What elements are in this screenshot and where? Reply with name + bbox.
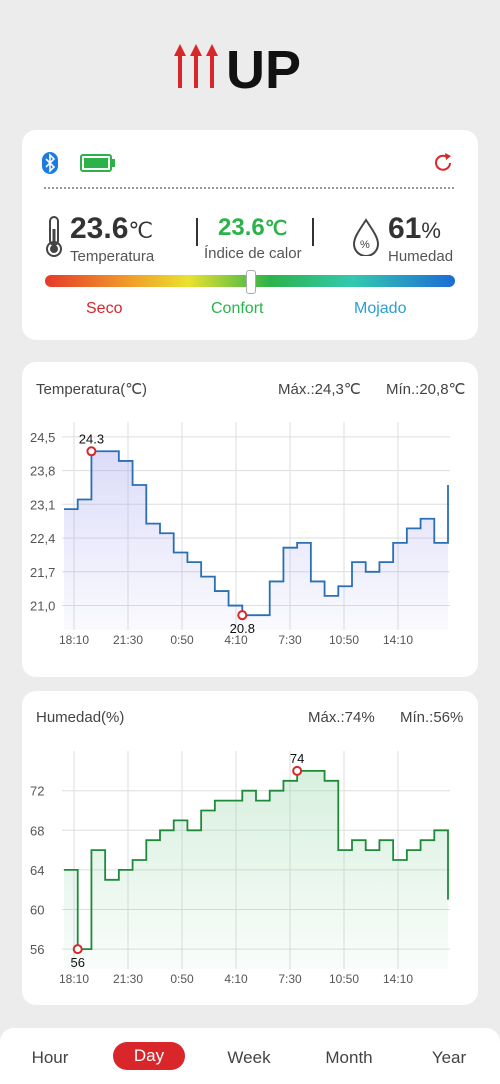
x-tick-label: 0:50 (170, 972, 194, 986)
chart-max: Máx.:74% (308, 709, 375, 726)
temperature-label: Temperatura (70, 248, 155, 265)
x-tick-label: 18:10 (59, 633, 89, 647)
y-tick-label: 24,5 (30, 430, 55, 445)
max-label: 24.3 (79, 431, 104, 446)
temperature-chart-card: Temperatura(℃) Máx.:24,3℃ Mín.:20,8℃ 24,… (22, 362, 478, 677)
x-tick-label: 0:50 (170, 633, 194, 647)
tab-month[interactable]: Month (325, 1048, 373, 1067)
max-point (86, 446, 97, 457)
humidity-chart-card: Humedad(%) Máx.:74% Mín.:56% 72 68 64 60 56 1… (22, 691, 478, 1005)
temperature-chart: 24,5 23,8 23,1 22,4 21,7 21,0 18:10 21:30 0:50 4:… (30, 422, 450, 647)
x-tick-label: 10:50 (329, 633, 359, 647)
max-point (292, 765, 303, 776)
x-tick-label: 21:30 (113, 633, 143, 647)
tab-year[interactable]: Year (431, 1048, 467, 1067)
min-point (72, 944, 83, 955)
period-tabs: Hour Day Week Month Year (0, 1028, 500, 1084)
x-tick-label: 14:10 (383, 633, 413, 647)
thermometer-icon (46, 216, 62, 257)
min-point (237, 610, 248, 621)
chart-max: Máx.:24,3℃ (278, 381, 361, 398)
heat-index-label: Índice de calor (204, 245, 302, 262)
heat-index-value: 23.6℃ (218, 214, 288, 241)
x-tick-label: 18:10 (59, 972, 89, 986)
humidity-label: Humedad (388, 248, 454, 265)
min-label: 56 (70, 955, 84, 970)
tab-hour[interactable]: Hour (31, 1048, 69, 1067)
comfort-thumb (246, 270, 256, 294)
scale-label-comfort: Confort (211, 300, 264, 317)
refresh-icon[interactable] (432, 152, 454, 174)
divider (312, 218, 314, 246)
min-label: 20.8 (230, 621, 255, 636)
chart-min: Mín.:20,8℃ (386, 381, 466, 398)
chart-min: Mín.:56% (400, 709, 464, 726)
scale-label-dry: Seco (86, 300, 123, 317)
y-tick-label: 21,7 (30, 565, 55, 580)
chart-title: Temperatura(℃) (36, 381, 148, 398)
x-tick-label: 4:10 (224, 633, 248, 647)
series-area (64, 451, 448, 630)
scale-label-wet: Mojado (354, 300, 407, 317)
x-tick-label: 4:10 (224, 972, 248, 986)
app-logo: UP (0, 38, 500, 98)
tab-week[interactable]: Week (227, 1048, 271, 1067)
chart-title: Humedad(%) (36, 709, 125, 726)
svg-text:%: % (360, 239, 370, 251)
battery-icon (80, 154, 115, 172)
humidity-value: 61% (388, 212, 441, 245)
series-line (64, 450, 449, 617)
y-tick-label: 60 (30, 903, 44, 918)
series-line (64, 770, 449, 950)
divider (44, 187, 454, 189)
y-tick-label: 21,0 (30, 599, 55, 614)
y-tick-label: 23,1 (30, 497, 55, 512)
x-tick-label: 14:10 (383, 972, 413, 986)
x-tick-label: 7:30 (278, 972, 302, 986)
x-tick-label: 7:30 (278, 633, 302, 647)
up-arrows-icon (174, 44, 218, 88)
tab-day[interactable]: Day (113, 1042, 185, 1070)
max-label: 74 (290, 751, 304, 766)
bluetooth-icon[interactable] (42, 152, 58, 174)
x-tick-label: 10:50 (329, 972, 359, 986)
temperature-value: 23.6℃ (70, 212, 154, 245)
y-tick-label: 22,4 (30, 531, 55, 546)
x-tick-label: 21:30 (113, 972, 143, 986)
humidity-drop-icon: % (352, 218, 380, 256)
y-tick-label: 68 (30, 823, 44, 838)
humidity-chart: 72 68 64 60 56 18:10 21:30 0:50 4:10 7:30 10:50 14:… (30, 751, 450, 986)
y-tick-label: 23,8 (30, 464, 55, 479)
y-tick-label: 64 (30, 863, 44, 878)
status-card: 23.6℃ Temperatura 23.6℃ Índice de calor … (22, 130, 478, 340)
y-tick-label: 72 (30, 784, 44, 799)
logo-text: UP (226, 40, 301, 98)
series-area (64, 770, 448, 969)
divider (196, 218, 198, 246)
y-tick-label: 56 (30, 942, 44, 957)
